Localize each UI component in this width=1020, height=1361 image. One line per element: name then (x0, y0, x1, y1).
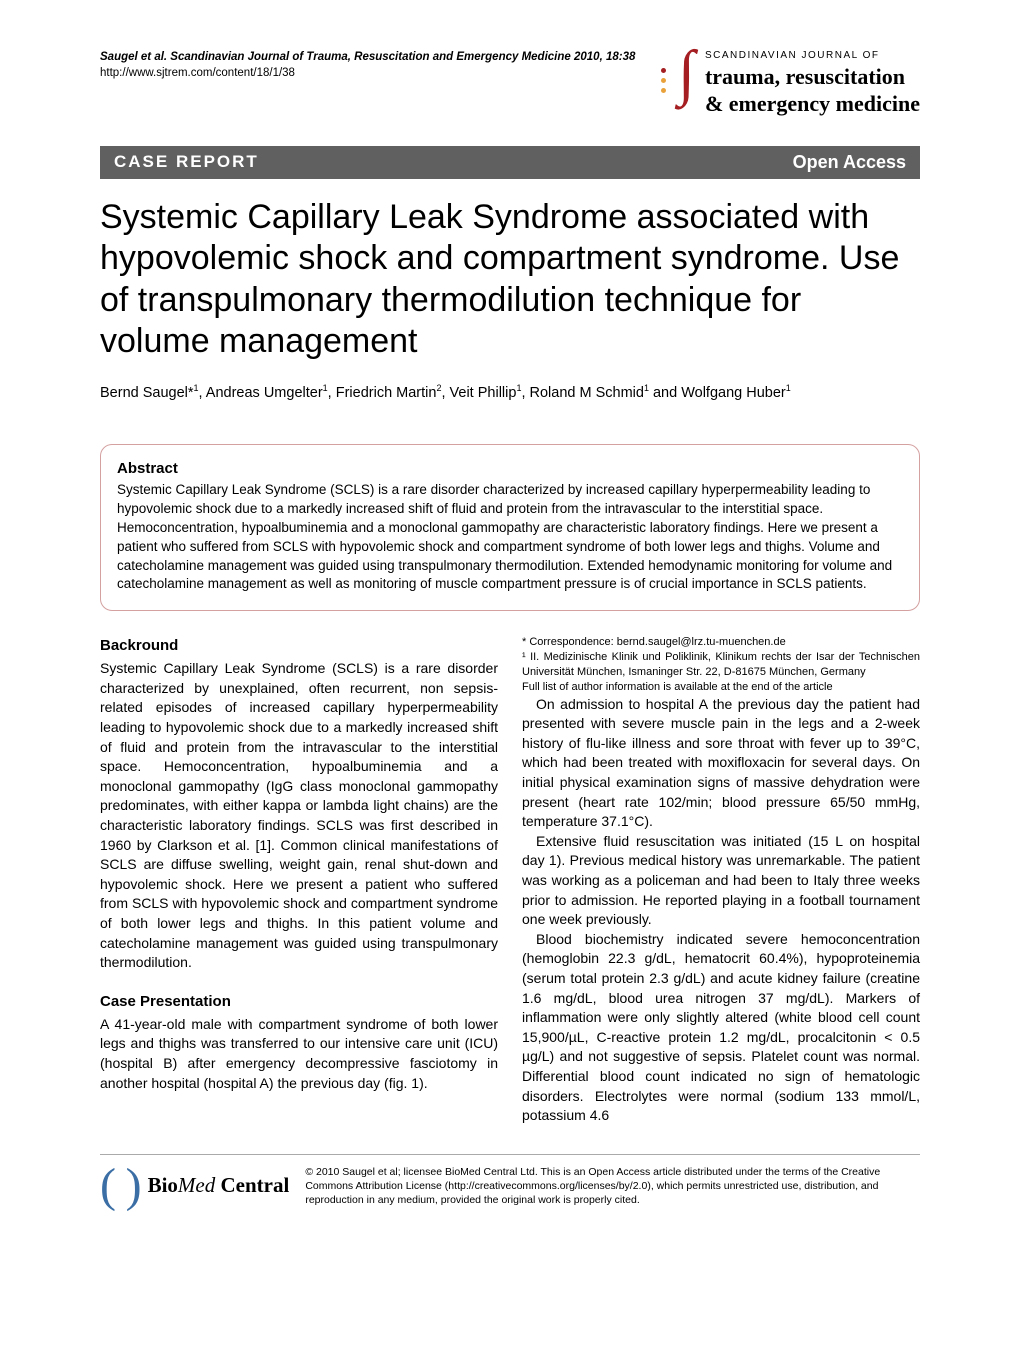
article-title: Systemic Capillary Leak Syndrome associa… (100, 197, 920, 363)
dot-icon (661, 68, 666, 73)
abstract-box: Abstract Systemic Capillary Leak Syndrom… (100, 444, 920, 611)
body-columns: Backround Systemic Capillary Leak Syndro… (100, 635, 920, 1125)
background-para: Systemic Capillary Leak Syndrome (SCLS) … (100, 659, 498, 973)
bmc-wordmark: BioMed Central (148, 1172, 290, 1199)
bmc-bio: Bio (148, 1173, 178, 1197)
biomed-central-logo: ( ) BioMed Central (100, 1167, 289, 1205)
citation-block: Saugel et al. Scandinavian Journal of Tr… (100, 50, 635, 81)
footnotes-block: * Correspondence: bernd.saugel@lrz.tu-mu… (522, 635, 920, 694)
copyright-text: © 2010 Saugel et al; licensee BioMed Cen… (305, 1165, 920, 1208)
affiliation-line: ¹ II. Medizinische Klinik und Poliklinik… (522, 650, 920, 680)
citation-line: Saugel et al. Scandinavian Journal of Tr… (100, 50, 635, 66)
bmc-med: Med (178, 1173, 215, 1197)
dot-icon (661, 88, 666, 93)
journal-name-1: trauma, resuscitation (705, 63, 920, 91)
author-list: Bernd Saugel*1, Andreas Umgelter1, Fried… (100, 383, 920, 403)
abstract-text: Systemic Capillary Leak Syndrome (SCLS) … (117, 481, 903, 594)
correspondence-line: * Correspondence: bernd.saugel@lrz.tu-mu… (522, 635, 920, 650)
dot-icon (661, 78, 666, 83)
article-url[interactable]: http://www.sjtrem.com/content/18/1/38 (100, 66, 635, 82)
case-para-4: Blood biochemistry indicated severe hemo… (522, 930, 920, 1126)
page-footer: ( ) BioMed Central © 2010 Saugel et al; … (100, 1154, 920, 1208)
case-para-1: A 41-year-old male with compartment synd… (100, 1015, 498, 1093)
case-para-2: On admission to hospital A the previous … (522, 695, 920, 832)
background-heading: Backround (100, 635, 498, 656)
journal-logo: ∫ SCANDINAVIAN JOURNAL OF trauma, resusc… (661, 50, 920, 118)
category-banner: CASE REPORT Open Access (100, 146, 920, 179)
open-access-label: Open Access (793, 151, 906, 174)
bmc-central: Central (215, 1173, 289, 1197)
background-section: Backround Systemic Capillary Leak Syndro… (100, 635, 498, 973)
article-type: CASE REPORT (114, 151, 259, 173)
case-heading: Case Presentation (100, 991, 498, 1012)
journal-name-block: SCANDINAVIAN JOURNAL OF trauma, resuscit… (705, 50, 920, 118)
logo-dots (661, 68, 666, 93)
header-top-row: Saugel et al. Scandinavian Journal of Tr… (100, 50, 920, 118)
journal-name-2: & emergency medicine (705, 90, 920, 118)
integral-icon: ∫ (678, 50, 695, 97)
journal-superhead: SCANDINAVIAN JOURNAL OF (705, 50, 920, 63)
case-para-3: Extensive fluid resuscitation was initia… (522, 832, 920, 930)
page-header: Saugel et al. Scandinavian Journal of Tr… (100, 50, 920, 118)
fulllist-line: Full list of author information is avail… (522, 680, 920, 695)
abstract-heading: Abstract (117, 459, 903, 479)
paren-icon: ( ) (100, 1167, 142, 1205)
